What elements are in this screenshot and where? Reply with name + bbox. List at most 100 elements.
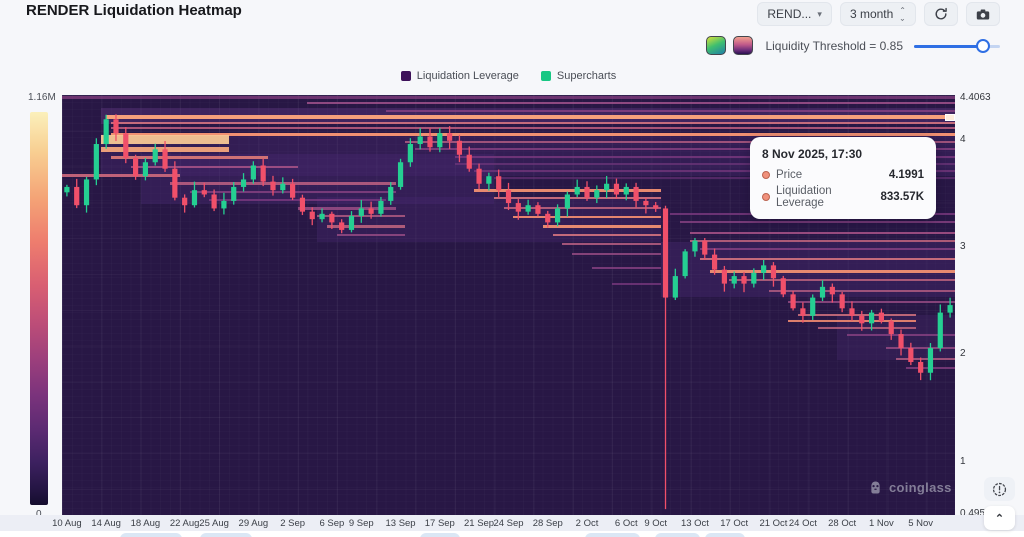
candle-body [299,197,306,212]
liquidation-band [591,266,661,269]
candle-body [152,149,158,163]
liquidity-threshold-label: Liquidity Threshold = 0.85 [765,38,903,53]
navigator-pill[interactable] [585,533,640,537]
time-axis-tick: 9 Sep [348,518,374,529]
candle-body [260,165,266,182]
candle-body [819,286,826,298]
alert-gear-icon [992,482,1007,496]
liquidation-band [336,234,406,237]
candle-body [908,348,914,363]
time-axis-tick: 2 Oct [575,518,599,529]
screenshot-button[interactable] [966,2,1000,26]
navigator-pill[interactable] [705,533,745,537]
chart-tooltip: 8 Nov 2025, 17:30 Price 4.1991 Liquidati… [750,137,936,219]
candle-body [201,190,207,195]
candle-body [132,157,139,177]
colorbar-gradient [30,112,48,505]
candle-body [711,254,718,270]
liquidation-band [140,154,494,205]
candle-body [290,183,296,198]
candle-body [466,154,472,169]
watermark: coinglass [868,480,952,495]
liquidation-band [562,242,661,245]
candle-body [231,186,237,201]
candle-body [741,276,747,284]
palette-magma-button[interactable] [733,36,754,55]
symbol-select[interactable]: REND... ▾ [757,2,832,26]
price-axis-tick: 2 [960,348,966,360]
candle-body [594,190,600,198]
candle-body [545,213,551,223]
candle-body [643,200,649,206]
tooltip-price-label: Price [776,169,803,181]
candle-body [339,222,345,230]
candle-body [535,205,541,214]
navigator-pill[interactable] [655,533,700,537]
collapse-panel-button[interactable]: ⌃ [984,506,1015,530]
liquidation-band [690,231,955,235]
time-axis-tick: 22 Aug [169,518,200,529]
candle-body [810,297,816,316]
navigator-pill[interactable] [200,533,252,537]
legend-item-supercharts[interactable]: Supercharts [540,70,616,82]
candle-body [397,162,404,187]
time-axis-tick: 1 Nov [868,518,894,529]
palette-viridis-button[interactable] [706,36,727,55]
time-axis-tick: 10 Aug [52,518,82,529]
time-axis-tick: 17 Oct [720,518,749,529]
liquidation-band [326,225,406,228]
liquidation-band [454,163,955,166]
time-axis-tick: 21 Oct [759,518,788,529]
liquidation-band [513,215,661,219]
candle-body [103,119,109,145]
liquidation-band [611,282,661,285]
tooltip-timestamp: 8 Nov 2025, 17:30 [762,147,863,161]
candle-body [172,168,178,198]
price-axis-tick: 3 [960,241,966,253]
candle-body [868,312,875,324]
candle-body [937,312,943,349]
price-axis-tick: 0.4954 [960,508,991,519]
legend-item-liquidation-leverage[interactable]: Liquidation Leverage [400,70,519,82]
candle-body [859,315,865,324]
candle-body [456,140,463,155]
threshold-controls: Liquidity Threshold = 0.85 [706,36,1000,55]
slider-fill [914,44,982,48]
candle-body [584,186,590,198]
candle-body [123,133,129,158]
chart-legend: Liquidation Leverage Supercharts [62,70,955,82]
timeframe-select[interactable]: 3 month ⌃ ⌃ [839,2,916,26]
navigator-pill[interactable] [420,533,460,537]
liquidation-band [297,207,396,210]
stepper-icon: ⌃ ⌃ [899,6,906,23]
candle-body [780,278,786,295]
candle-body [574,186,580,195]
candle-body [927,348,934,373]
alerts-button[interactable] [984,477,1015,501]
slider-handle[interactable] [975,38,990,53]
candle-body [623,186,629,195]
liquidation-band [111,156,269,160]
candle-body [447,133,453,141]
candle-body [731,276,737,284]
candle-body [427,136,433,148]
candle-body [505,190,512,204]
candle-body [221,200,227,209]
price-axis-tick: 1 [960,455,966,467]
range-navigator-strip[interactable] [0,531,1024,537]
candle-body [554,208,561,223]
candle-body [182,197,188,206]
liquidity-threshold-slider[interactable] [914,38,1000,53]
candle-body [142,162,149,177]
liquidation-band [729,279,955,282]
liquidation-band [385,109,955,112]
refresh-button[interactable] [924,2,958,26]
liquidation-band [493,196,661,199]
liquidation-band [690,239,955,242]
series-dot-icon [762,193,770,201]
liquidation-band [106,115,955,120]
time-axis[interactable]: 10 Aug 14 Aug 18 Aug 22 Aug 25 Aug 29 Aug 2 Se… [0,515,1024,531]
candle-body [250,165,256,180]
candle-body [770,265,777,279]
navigator-pill[interactable] [120,533,182,537]
